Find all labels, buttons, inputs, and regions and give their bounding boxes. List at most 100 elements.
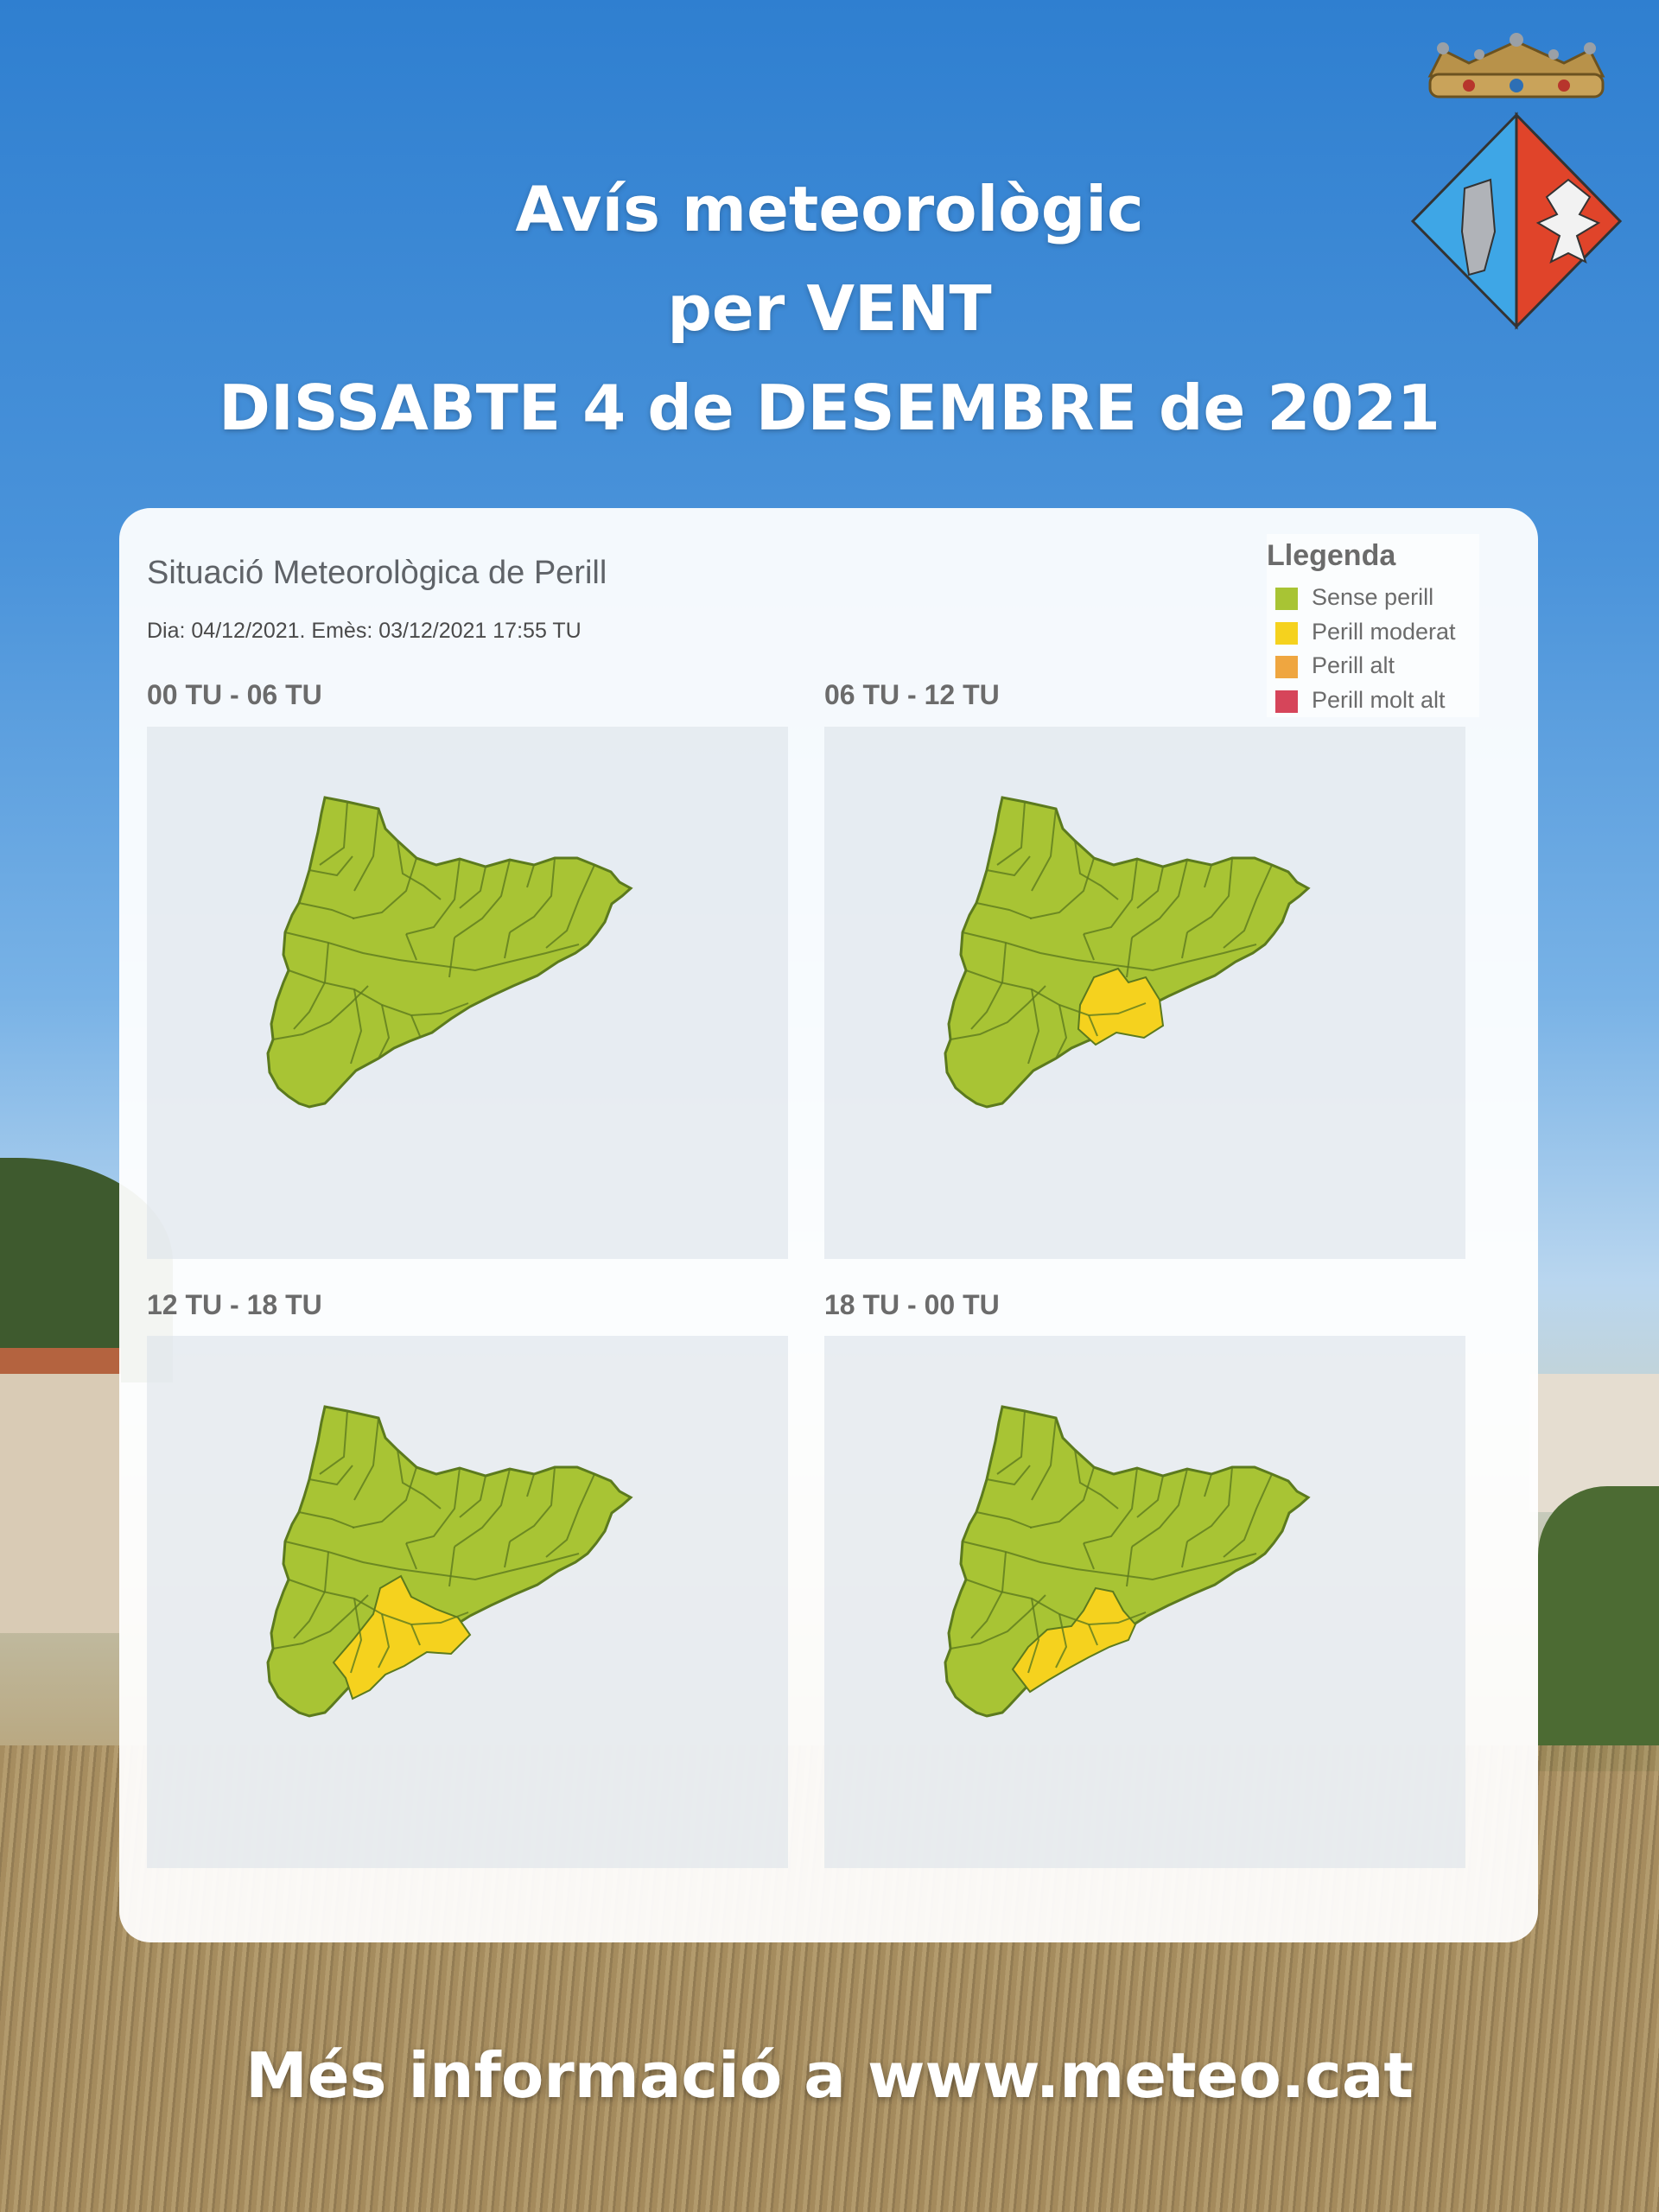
legend-swatch [1275, 690, 1298, 713]
map-12-18 [147, 1336, 788, 1868]
footer-link-text: Més informació a www.meteo.cat [245, 2039, 1414, 2112]
legend-title: Llegenda [1267, 539, 1396, 572]
map-label-18-00: 18 TU - 00 TU [824, 1289, 1000, 1320]
county-border [545, 864, 595, 949]
background-houses-left [0, 1348, 121, 1633]
county-border [1204, 864, 1212, 888]
shield-icon [1410, 111, 1623, 330]
county-border [454, 1468, 511, 1548]
county-border [526, 864, 535, 888]
county-border [448, 937, 455, 978]
county-border [1223, 864, 1273, 949]
legend-swatch [1275, 588, 1298, 610]
county-border [298, 902, 355, 919]
county-border [350, 988, 363, 1065]
county-border [1083, 933, 1095, 961]
warning-panel: Situació Meteorològica de Perill Dia: 04… [119, 508, 1538, 1942]
county-border [272, 985, 369, 1040]
county-border [504, 1541, 511, 1568]
legend-swatch [1275, 656, 1298, 678]
map-label-12-18: 12 TU - 18 TU [147, 1289, 322, 1320]
county-border [1027, 988, 1040, 1065]
county-border [378, 1613, 391, 1669]
county-border [1131, 859, 1188, 938]
county-border [1088, 1624, 1098, 1646]
county-border [1074, 1449, 1119, 1510]
county-border [284, 931, 580, 972]
region-moderate-danger [1011, 1586, 1137, 1694]
county-border [405, 858, 461, 935]
county-border [1186, 1466, 1233, 1542]
county-border [293, 1551, 329, 1639]
county-border [504, 931, 511, 959]
county-border [970, 1551, 1007, 1639]
county-border [1136, 1475, 1164, 1518]
catalonia-map-svg [266, 796, 633, 1109]
county-border [950, 985, 1046, 1040]
region-no-danger [266, 796, 633, 1109]
county-border [353, 808, 379, 892]
county-border [284, 1541, 580, 1581]
county-border [996, 1410, 1026, 1475]
catalonia-map-svg [266, 1405, 633, 1718]
legend-swatch [1275, 622, 1298, 645]
county-border [405, 933, 417, 961]
county-border [1186, 857, 1233, 933]
map-06-12 [824, 727, 1465, 1259]
county-border [405, 1542, 417, 1570]
county-border [1083, 1467, 1138, 1544]
county-border [1204, 1473, 1212, 1497]
catalonia-map-svg [944, 1405, 1311, 1718]
catalonia-map-svg [944, 796, 1311, 1109]
county-border [352, 857, 417, 919]
region-moderate-danger [1077, 967, 1165, 1046]
county-border [410, 1624, 421, 1646]
county-border [962, 1541, 1257, 1581]
county-border [1031, 1417, 1057, 1501]
background-roof-left [0, 1348, 121, 1374]
county-border [308, 855, 353, 877]
county-border [308, 1465, 353, 1486]
county-border [1055, 1004, 1068, 1059]
crown-icon [1427, 33, 1605, 99]
region-no-danger [266, 1405, 633, 1718]
county-border [397, 840, 442, 900]
county-border [319, 801, 348, 866]
county-border [319, 1410, 348, 1475]
county-border [950, 1594, 1046, 1649]
map-label-06-12: 06 TU - 12 TU [824, 679, 1000, 710]
county-border [353, 1417, 379, 1501]
county-border [1131, 1468, 1188, 1548]
county-border [454, 859, 511, 938]
background-tree-right [1538, 1486, 1659, 1771]
county-border [397, 1449, 442, 1510]
county-border [1136, 866, 1164, 909]
legend: Llegenda Sense perill Perill moderat Per… [1267, 534, 1479, 717]
region-no-danger [944, 796, 1311, 1109]
county-border [272, 1594, 369, 1649]
county-border [1083, 858, 1138, 935]
county-border [996, 801, 1026, 866]
county-border [298, 1511, 355, 1529]
county-border [1055, 1613, 1068, 1669]
county-border [962, 931, 1257, 972]
county-border [509, 1466, 556, 1542]
county-border [509, 857, 556, 933]
county-border [1074, 840, 1119, 900]
county-border [448, 1546, 455, 1587]
county-border [986, 1465, 1031, 1486]
county-border [459, 1475, 486, 1518]
county-border [970, 942, 1007, 1030]
county-border [1027, 1598, 1040, 1674]
region-no-danger [944, 1405, 1311, 1718]
county-border [405, 1467, 461, 1544]
map-18-00 [824, 1336, 1465, 1868]
county-border [1223, 1473, 1273, 1558]
map-label-00-06: 00 TU - 06 TU [147, 679, 322, 710]
county-border [1029, 857, 1095, 919]
county-border [1181, 931, 1188, 959]
county-border [350, 1598, 363, 1674]
county-border [976, 1511, 1033, 1529]
county-border [545, 1473, 595, 1558]
county-border [976, 902, 1033, 919]
